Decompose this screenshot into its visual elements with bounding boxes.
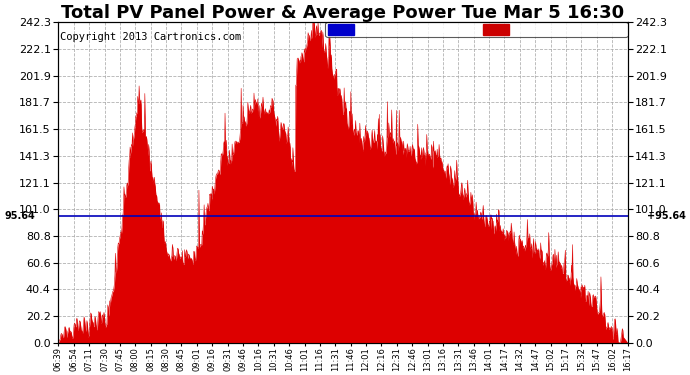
Legend: Average  (DC Watts), PV Panels  (DC Watts): Average (DC Watts), PV Panels (DC Watts) [326, 22, 627, 38]
Text: 95.64: 95.64 [4, 211, 35, 221]
Title: Total PV Panel Power & Average Power Tue Mar 5 16:30: Total PV Panel Power & Average Power Tue… [61, 4, 624, 22]
Text: +95.64: +95.64 [647, 211, 686, 221]
Text: Copyright 2013 Cartronics.com: Copyright 2013 Cartronics.com [60, 32, 242, 42]
